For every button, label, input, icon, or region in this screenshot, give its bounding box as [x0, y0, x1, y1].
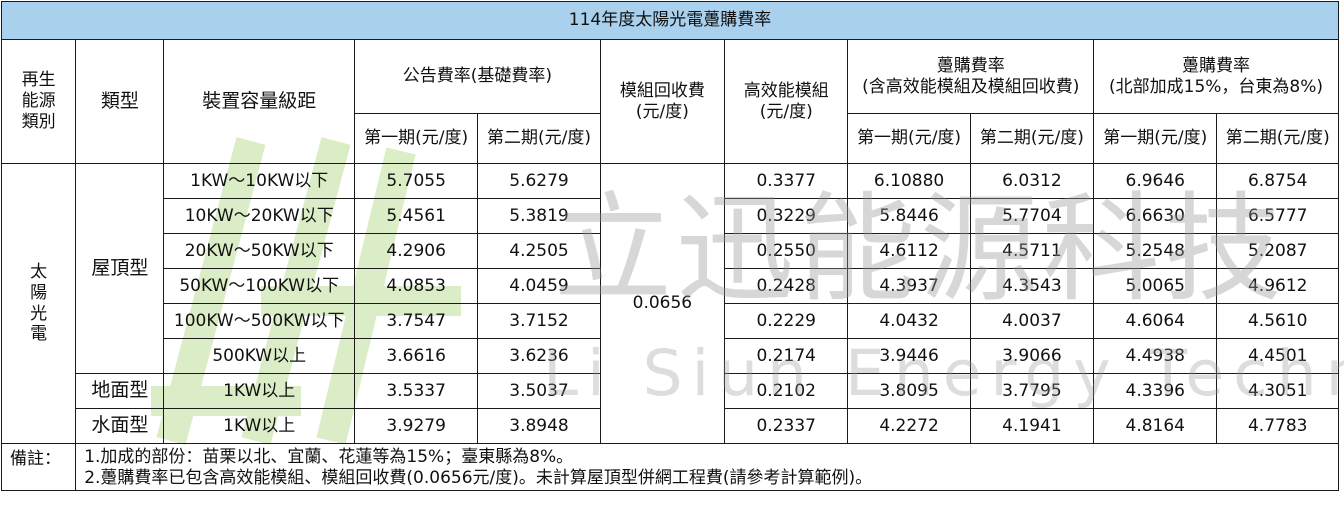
base2-cell: 5.3819: [477, 198, 601, 234]
header-north-period2: 第二期(元/度): [1216, 113, 1339, 164]
buy1-cell: 3.9446: [847, 338, 971, 374]
base1-cell: 3.5337: [353, 373, 479, 409]
header-capacity: 裝置容量級距: [163, 39, 355, 164]
base1-cell: 5.7055: [353, 163, 479, 199]
high-eff-cell: 0.2174: [724, 338, 849, 374]
type-cell-ground: 地面型: [75, 373, 165, 409]
table-title: 114年度太陽光電躉購費率: [1, 1, 1339, 40]
base1-cell: 3.6616: [353, 338, 479, 374]
base2-cell: 5.6279: [477, 163, 601, 199]
high-eff-cell: 0.3229: [724, 198, 849, 234]
base1-cell: 4.0853: [353, 268, 479, 304]
capacity-cell: 1KW～10KW以下: [163, 163, 355, 199]
capacity-cell: 50KW～100KW以下: [163, 268, 355, 304]
type-cell-floating: 水面型: [75, 408, 165, 444]
header-north-rate: 躉購費率 (北部加成15%，台東為8%): [1093, 39, 1339, 114]
table-row: 20KW～50KW以下 4.2906 4.2505 0.2550 4.6112 …: [2, 233, 1339, 269]
north1-cell: 4.6064: [1093, 303, 1218, 339]
table-row: 100KW～500KW以下 3.7547 3.7152 0.2229 4.043…: [2, 303, 1339, 339]
capacity-cell: 20KW～50KW以下: [163, 233, 355, 269]
buy1-cell: 4.2272: [847, 408, 971, 444]
note-line-1: 1.加成的部份：苗栗以北、宜蘭、花蓮等為15%；臺東縣為8%。: [84, 447, 574, 467]
table-row: 10KW～20KW以下 5.4561 5.3819 0.3229 5.8446 …: [2, 198, 1339, 234]
buy2-cell: 6.0312: [969, 163, 1095, 199]
base2-cell: 4.0459: [477, 268, 601, 304]
header-high-eff-module: 高效能模組 (元/度): [724, 39, 849, 164]
buy2-cell: 3.9066: [969, 338, 1095, 374]
base2-cell: 4.2505: [477, 233, 601, 269]
header-base-period1: 第一期(元/度): [353, 113, 479, 164]
header-energy-category: 再生 能源 類別: [0, 39, 77, 164]
north2-cell: 4.3051: [1216, 373, 1339, 409]
north2-cell: 6.5777: [1216, 198, 1339, 234]
notes-label: 備註：: [0, 442, 77, 492]
base2-cell: 3.8948: [477, 408, 601, 444]
north1-cell: 6.9646: [1093, 163, 1218, 199]
north1-cell: 5.0065: [1093, 268, 1218, 304]
capacity-cell: 1KW以上: [163, 373, 355, 409]
type-cell-rooftop: 屋頂型: [75, 163, 165, 374]
north1-cell: 5.2548: [1093, 233, 1218, 269]
buy1-cell: 4.6112: [847, 233, 971, 269]
north2-cell: 4.4501: [1216, 338, 1339, 374]
note-line-2: 2.躉購費率已包含高效能模組、模組回收費(0.0656元/度)。未計算屋頂型併網…: [84, 467, 873, 488]
header-announced-rate: 公告費率(基礎費率): [354, 39, 601, 114]
high-eff-cell: 0.2428: [724, 268, 849, 304]
feed-in-tariff-table: 114年度太陽光電躉購費率 再生 能源 類別 類型 裝置容量級距 公告費率(基礎…: [0, 1, 1339, 492]
buy2-cell: 4.0037: [969, 303, 1095, 339]
north1-cell: 4.3396: [1093, 373, 1218, 409]
header-purchase-rate: 躉購費率 (含高效能模組及模組回收費): [847, 39, 1095, 114]
north2-cell: 6.8754: [1216, 163, 1339, 199]
high-eff-cell: 0.2550: [724, 233, 849, 269]
base1-cell: 4.2906: [353, 233, 479, 269]
table-row: 水面型 1KW以上 3.9279 3.8948 0.2337 4.2272 4.…: [2, 408, 1339, 444]
base2-cell: 3.6236: [477, 338, 601, 374]
buy1-cell: 6.10880: [847, 163, 971, 199]
header-module-recycling: 模組回收費 (元/度): [599, 39, 726, 164]
buy2-cell: 3.7795: [969, 373, 1095, 409]
high-eff-cell: 0.3377: [724, 163, 849, 199]
buy2-cell: 5.7704: [969, 198, 1095, 234]
north2-cell: 4.5610: [1216, 303, 1339, 339]
high-eff-cell: 0.2102: [724, 373, 849, 409]
energy-type-cell: 太 陽 光 電: [0, 163, 77, 444]
base1-cell: 3.7547: [353, 303, 479, 339]
buy1-cell: 4.0432: [847, 303, 971, 339]
north1-cell: 6.6630: [1093, 198, 1218, 234]
north1-cell: 4.8164: [1093, 408, 1218, 444]
buy2-cell: 4.5711: [969, 233, 1095, 269]
module-recycling-cell: 0.0656: [599, 163, 726, 444]
high-eff-cell: 0.2337: [724, 408, 849, 444]
capacity-cell: 500KW以上: [163, 338, 355, 374]
buy2-cell: 4.3543: [969, 268, 1095, 304]
capacity-cell: 1KW以上: [163, 408, 355, 444]
north2-cell: 5.2087: [1216, 233, 1339, 269]
buy2-cell: 4.1941: [969, 408, 1095, 444]
buy1-cell: 3.8095: [847, 373, 971, 409]
header-north-period1: 第一期(元/度): [1093, 113, 1218, 164]
north2-cell: 4.9612: [1216, 268, 1339, 304]
header-base-period2: 第二期(元/度): [477, 113, 601, 164]
base2-cell: 3.7152: [477, 303, 601, 339]
capacity-cell: 100KW～500KW以下: [163, 303, 355, 339]
header-buy-period2: 第二期(元/度): [969, 113, 1095, 164]
header-type: 類型: [75, 39, 165, 164]
buy1-cell: 4.3937: [847, 268, 971, 304]
base2-cell: 3.5037: [477, 373, 601, 409]
header-buy-period1: 第一期(元/度): [847, 113, 971, 164]
high-eff-cell: 0.2229: [724, 303, 849, 339]
north1-cell: 4.4938: [1093, 338, 1218, 374]
capacity-cell: 10KW～20KW以下: [163, 198, 355, 234]
base1-cell: 5.4561: [353, 198, 479, 234]
base1-cell: 3.9279: [353, 408, 479, 444]
notes-cell: 1.加成的部份：苗栗以北、宜蘭、花蓮等為15%；臺東縣為8%。 2.躉購費率已包…: [75, 442, 1339, 492]
table-row: 500KW以上 3.6616 3.6236 0.2174 3.9446 3.90…: [2, 338, 1339, 374]
table-row: 太 陽 光 電 屋頂型 1KW～10KW以下 5.7055 5.6279 0.0…: [0, 163, 1339, 444]
north2-cell: 4.7783: [1216, 408, 1339, 444]
buy1-cell: 5.8446: [847, 198, 971, 234]
